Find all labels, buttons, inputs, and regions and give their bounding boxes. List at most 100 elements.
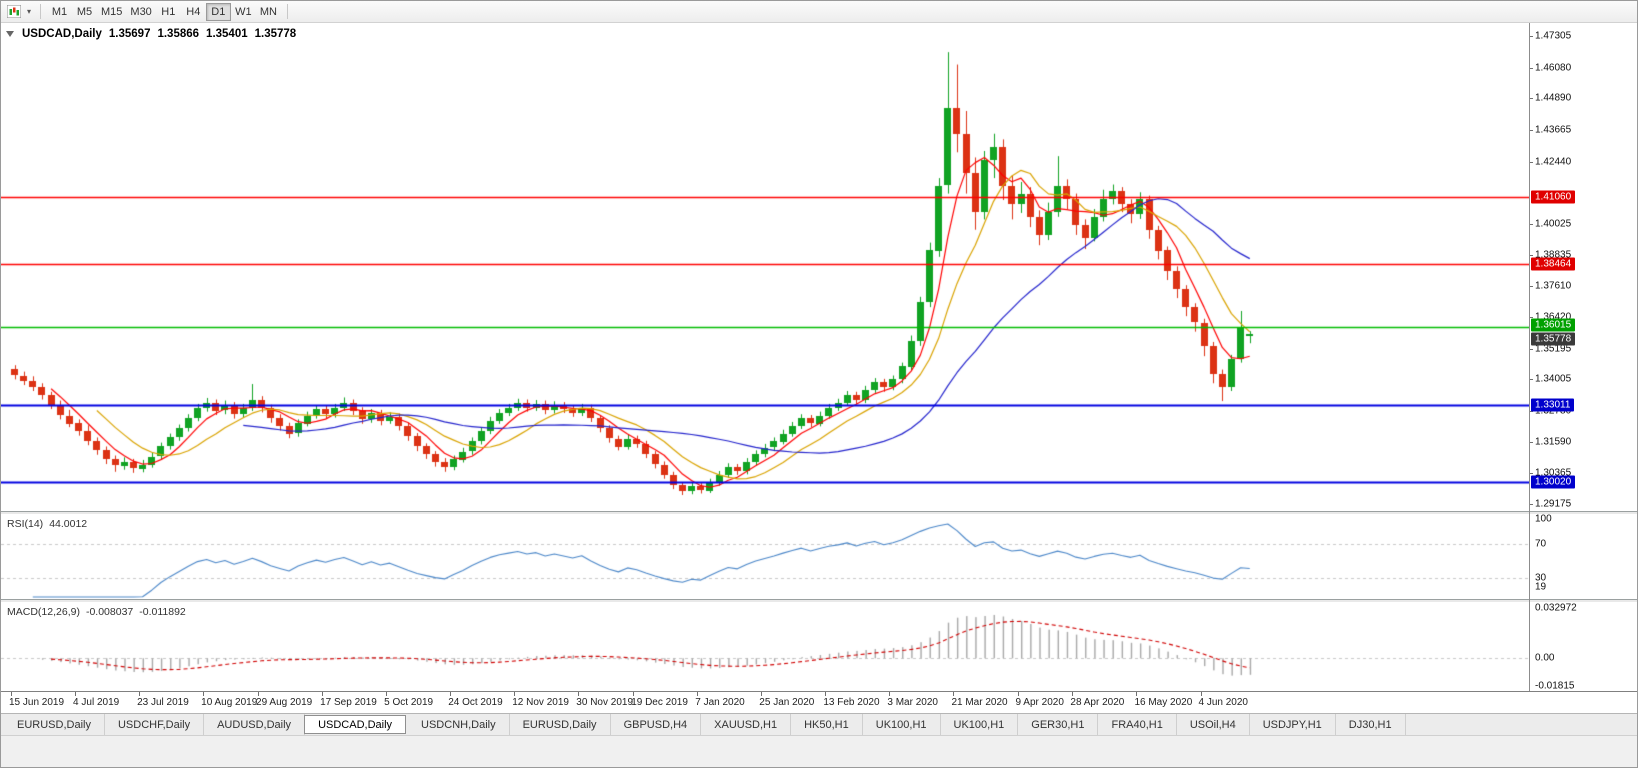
price-tick-mark — [1529, 503, 1533, 505]
rsi-scale-label: 30 — [1535, 572, 1547, 584]
chart-area: USDCAD,Daily 1.35697 1.35866 1.35401 1.3… — [1, 23, 1637, 713]
date-tick-label: 15 Jun 2019 — [9, 697, 65, 708]
macd-axis[interactable]: 0.032972 0.00 -0.01815 — [1529, 602, 1637, 692]
chart-tab-fra40-h1[interactable]: FRA40,H1 — [1098, 714, 1177, 735]
rsi-name: RSI(14) — [7, 518, 44, 530]
chart-info-bar: USDCAD,Daily 1.35697 1.35866 1.35401 1.3… — [6, 28, 296, 40]
date-tick-label: 9 Apr 2020 — [1015, 697, 1064, 708]
price-tick-mark — [1529, 441, 1533, 443]
price-tick-label: 1.35195 — [1535, 343, 1572, 355]
price-line-badge: 1.41060 — [1531, 190, 1576, 204]
timeframe-button-h1[interactable]: H1 — [161, 5, 176, 18]
chart-tab-usoil-h4[interactable]: USOil,H4 — [1177, 714, 1250, 735]
timeframe-button-d1[interactable]: D1 — [205, 2, 231, 21]
timeframe-button-w1[interactable]: W1 — [235, 5, 252, 18]
timeframe-buttons: M1 M5 M15 M30 H1 H4 D1 W1 MN — [47, 2, 281, 21]
new-chart-icon[interactable] — [5, 4, 23, 20]
macd-signal-value: -0.011892 — [139, 606, 186, 618]
timeframe-button-m30[interactable]: M30 — [130, 5, 152, 18]
timeframe-button-m5[interactable]: M5 — [76, 5, 93, 18]
date-tick-label: 5 Oct 2019 — [384, 697, 434, 708]
chart-tab-eurusd-daily[interactable]: EURUSD,Daily — [510, 714, 611, 735]
date-tick-mark — [889, 692, 891, 696]
price-tick-label: 1.44890 — [1535, 92, 1572, 104]
panel-separator[interactable] — [1, 599, 1637, 603]
timeframe-button-m1[interactable]: M1 — [51, 5, 68, 18]
chart-tab-bar: EURUSD,Daily USDCHF,Daily AUDUSD,Daily USDC… — [1, 713, 1637, 735]
macd-main-value: -0.008037 — [85, 606, 134, 618]
chart-tab-eurusd-daily[interactable]: EURUSD,Daily — [4, 714, 105, 735]
macd-name: MACD(12,26,9) — [7, 606, 80, 618]
date-tick-label: 13 Feb 2020 — [823, 697, 880, 708]
date-tick-label: 10 Aug 2019 — [201, 697, 258, 708]
price-axis[interactable]: 1.47305 1.46080 1.44890 1.43665 1.42440 1.400… — [1529, 23, 1637, 511]
period-toolbar: ▾ M1 M5 M15 M30 H1 H4 D1 W1 MN — [1, 1, 1637, 23]
chart-tab-usdchf-daily[interactable]: USDCHF,Daily — [105, 714, 205, 735]
date-tick-label: 7 Jan 2020 — [695, 697, 745, 708]
chart-tab-usdjpy-h1[interactable]: USDJPY,H1 — [1250, 714, 1336, 735]
date-tick-mark — [1136, 692, 1138, 696]
chevron-down-icon[interactable]: ▾ — [26, 7, 31, 16]
date-tick-label: 12 Nov 2019 — [512, 697, 569, 708]
rsi-axis[interactable]: 100 70 30 19 — [1529, 514, 1637, 599]
chart-tab-hk50-h1[interactable]: HK50,H1 — [791, 714, 863, 735]
price-tick-label: 1.34005 — [1535, 373, 1572, 385]
timeframe-button-m15[interactable]: M15 — [101, 5, 123, 18]
chart-tab-xauusd-h1[interactable]: XAUUSD,H1 — [701, 714, 792, 735]
rsi-panel[interactable]: RSI(14) 44.0012 — [1, 515, 1529, 599]
chart-tab-gbpusd-h4[interactable]: GBPUSD,H4 — [611, 714, 702, 735]
ohlc-high: 1.35866 — [157, 28, 200, 40]
price-tick-mark — [1529, 36, 1533, 38]
axis-border — [1529, 23, 1530, 691]
date-tick-mark — [203, 692, 205, 696]
chart-tab-usdcnh-daily[interactable]: USDCNH,Daily — [408, 714, 510, 735]
macd-label: MACD(12,26,9) -0.008037 -0.011892 — [7, 606, 186, 618]
timeframe-button-mn[interactable]: MN — [259, 5, 277, 18]
price-tick-label: 1.29175 — [1535, 498, 1572, 510]
rsi-label: RSI(14) 44.0012 — [7, 518, 87, 530]
date-axis[interactable]: 15 Jun 2019 4 Jul 2019 23 Jul 2019 10 Aug 2… — [1, 692, 1637, 713]
date-tick-label: 19 Dec 2019 — [631, 697, 688, 708]
macd-scale-label: 0.032972 — [1535, 602, 1577, 614]
macd-panel[interactable]: MACD(12,26,9) -0.008037 -0.011892 — [1, 603, 1529, 691]
price-tick-label: 1.30365 — [1535, 467, 1572, 479]
price-tick-label: 1.38835 — [1535, 249, 1572, 261]
date-tick-label: 28 Apr 2020 — [1070, 697, 1125, 708]
date-tick-mark — [1017, 692, 1019, 696]
status-bar — [1, 735, 1637, 767]
date-tick-label: 30 Nov 2019 — [576, 697, 634, 708]
date-tick-mark — [11, 692, 12, 696]
date-tick-mark — [761, 692, 763, 696]
date-tick-mark — [633, 692, 635, 696]
date-tick-label: 4 Jun 2020 — [1198, 697, 1249, 708]
chart-tab-dj30-h1[interactable]: DJ30,H1 — [1336, 714, 1406, 735]
date-tick-label: 29 Aug 2019 — [256, 697, 313, 708]
price-line-badge: 1.38464 — [1531, 257, 1576, 271]
macd-scale-label: -0.01815 — [1535, 680, 1575, 692]
main-chart-canvas[interactable] — [1, 23, 1529, 511]
macd-canvas[interactable] — [1, 603, 1529, 691]
date-tick-label: 17 Sep 2019 — [320, 697, 377, 708]
rsi-canvas[interactable] — [1, 515, 1529, 599]
chart-tab-audusd-daily[interactable]: AUDUSD,Daily — [204, 714, 306, 735]
price-line-badge: 1.30020 — [1531, 475, 1576, 489]
chart-tab-ger30-h1[interactable]: GER30,H1 — [1018, 714, 1099, 735]
price-line-badge: 1.33011 — [1531, 398, 1575, 412]
price-tick-mark — [1529, 223, 1533, 225]
panel-separator[interactable] — [1, 511, 1637, 515]
timeframe-button-h4[interactable]: H4 — [186, 5, 201, 18]
main-price-panel[interactable] — [1, 23, 1529, 511]
price-tick-mark — [1529, 254, 1533, 256]
price-tick-mark — [1529, 286, 1533, 288]
symbol-menu-icon[interactable] — [6, 31, 14, 37]
chart-tab-usdcad-daily[interactable]: USDCAD,Daily — [304, 715, 407, 734]
chart-tab-uk100-h1[interactable]: UK100,H1 — [863, 714, 941, 735]
date-tick-mark — [953, 692, 955, 696]
chart-tab-uk100-h1[interactable]: UK100,H1 — [941, 714, 1019, 735]
price-tick-mark — [1529, 348, 1533, 350]
price-tick-label: 1.36420 — [1535, 311, 1572, 323]
date-tick-mark — [578, 692, 580, 696]
chart-symbol: USDCAD,Daily — [22, 28, 102, 40]
date-tick-mark — [258, 692, 260, 696]
